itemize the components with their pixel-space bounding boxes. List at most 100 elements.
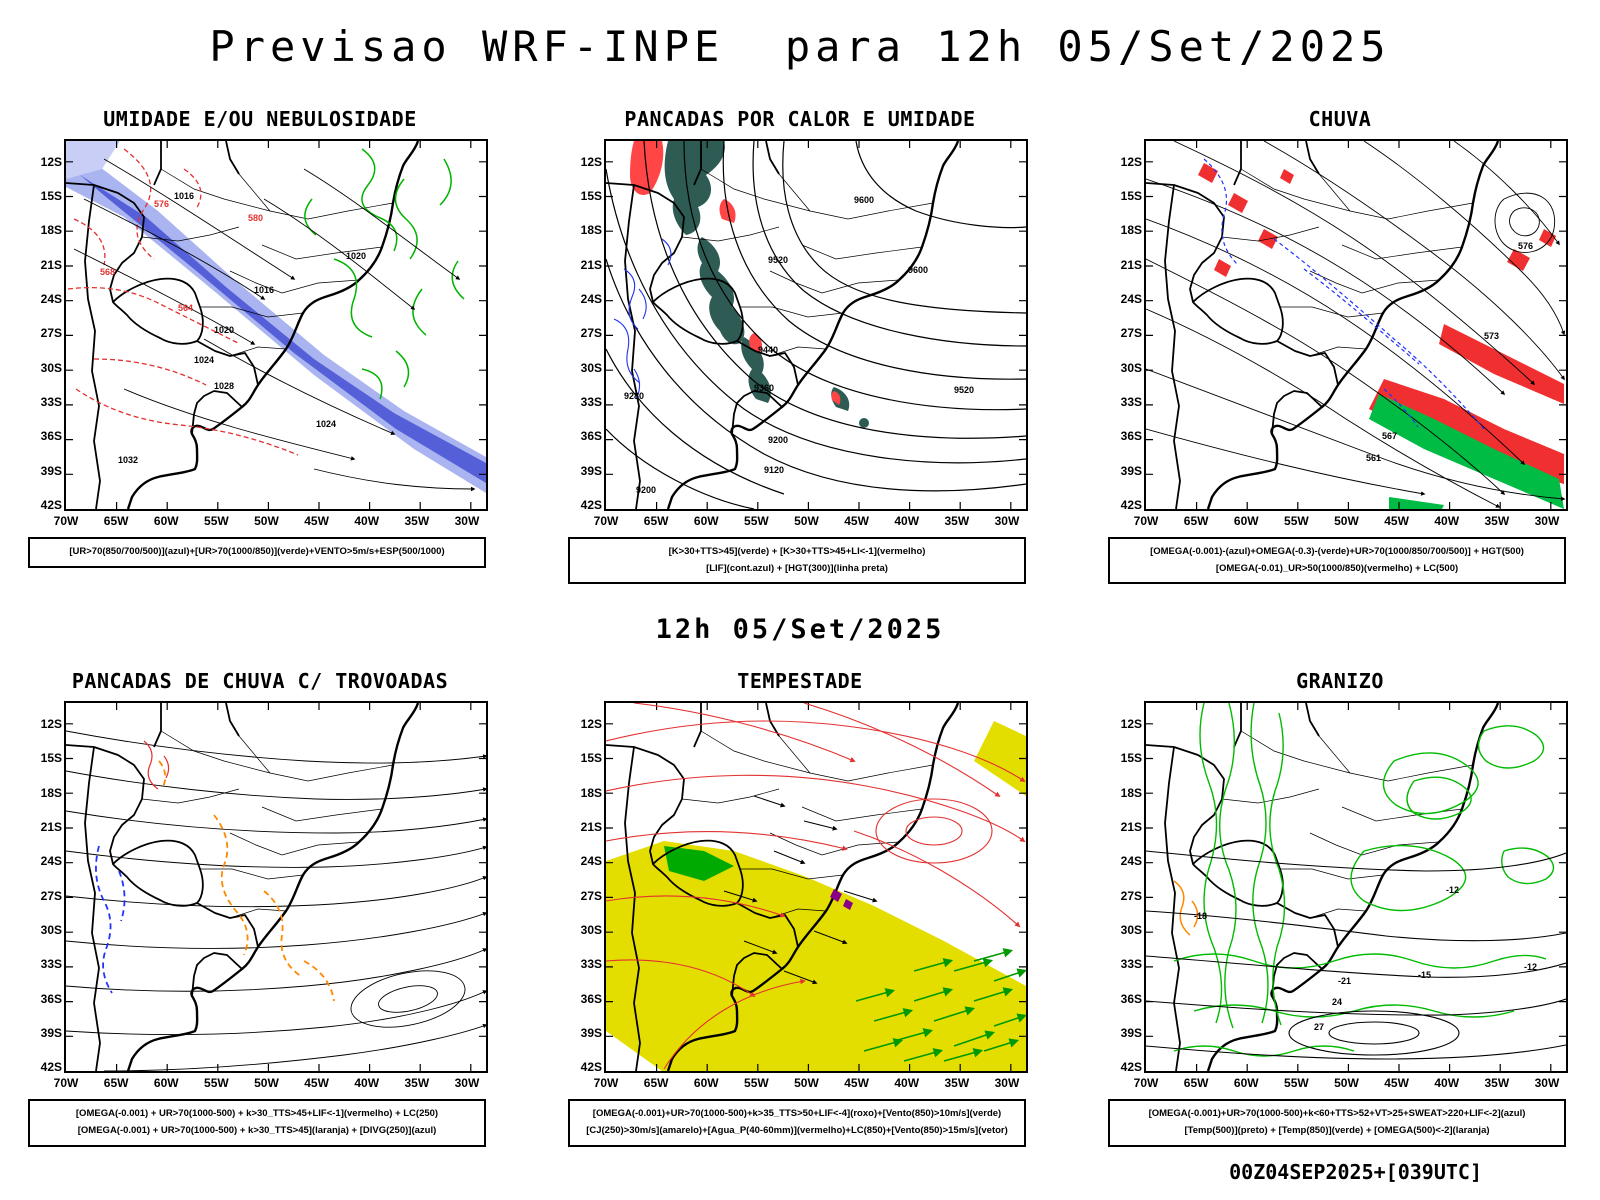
anticyclone-contours (350, 970, 466, 1028)
lon-tick-label: 40W (894, 514, 920, 528)
lon-tick-label: 70W (593, 514, 619, 528)
svg-text:1024: 1024 (316, 419, 336, 429)
lat-tick-label: 18S (40, 223, 62, 238)
panel-title-pancadas-calor: PANCADAS POR CALOR E UMIDADE (624, 107, 976, 131)
lon-tick-label: 45W (844, 1076, 869, 1091)
lon-tick-label: 70W (593, 1076, 619, 1091)
legend-pancadas-calor: [K>30+TTS>45](verde) + [K>30+TTS>45+LI<-… (568, 537, 1026, 585)
map-canvas-pancadas-calor: 9600 9600 9520 9520 9440 9360 9280 9200 … (606, 141, 1026, 509)
map-canvas-tempestade (606, 703, 1026, 1072)
lat-tick-label: 33S (580, 957, 602, 972)
lon-tick-label: 45W (304, 1076, 329, 1091)
lon-tick-label: 60W (693, 514, 719, 528)
lon-tick-label: 65W (103, 514, 129, 528)
map-trovoadas: 12S 15S 18S 21S 24S 27S 30S 33S 36S 39S 42S 70W 65W 6… (41, 701, 488, 1090)
lat-tick-label: 33S (1120, 394, 1142, 409)
legend-line: [OMEGA(-0.01)_UR>50(1000/850)(vermelho) … (1215, 562, 1459, 574)
legend-line: [OMEGA(-0.001) + UR>70(1000-500) + k>30_… (77, 1124, 437, 1136)
contour-labels: -12 -18 -21 -15 -12 24 27 (1194, 885, 1537, 1032)
svg-text:24: 24 (1332, 997, 1342, 1007)
map-canvas-chuva: 576 573 567 561 (1146, 141, 1566, 509)
svg-text:9440: 9440 (758, 345, 778, 355)
svg-text:1032: 1032 (118, 455, 138, 465)
temp500-contours-black (1146, 850, 1566, 1060)
lon-tick-label: 45W (1384, 514, 1409, 528)
svg-text:576: 576 (1518, 241, 1533, 251)
lon-tick-label: 50W (1334, 1076, 1359, 1091)
svg-text:9360: 9360 (754, 383, 774, 393)
legend-umidade: [UR>70(850/700/500)](azul)+[UR>70(1000/8… (28, 537, 486, 568)
lat-tick-label: 39S (40, 463, 62, 478)
lat-tick-label: 39S (1120, 1025, 1142, 1040)
map-granizo: -12 -18 -21 -15 -12 24 27 12S 15S 18S 21S 24… (1121, 701, 1568, 1090)
jet-area-yellow-ne (974, 721, 1026, 797)
svg-text:9520: 9520 (768, 255, 788, 265)
lat-tick-label: 36S (40, 991, 62, 1006)
lat-tick-label: 42S (1120, 498, 1142, 512)
storm-area-purple (830, 889, 853, 911)
lat-tick-label: 30S (1120, 922, 1142, 937)
streamlines-red (606, 703, 1026, 1070)
lat-tick-label: 15S (580, 188, 602, 203)
streamlines-black (66, 730, 486, 1072)
lat-tick-label: 36S (580, 991, 602, 1006)
streamlines-black (1146, 141, 1566, 508)
lon-tick-label: 30W (454, 514, 480, 528)
lat-tick-label: 24S (580, 854, 602, 869)
lon-tick-label: 60W (1233, 1076, 1259, 1091)
lat-tick-label: 12S (40, 716, 62, 731)
lon-tick-label: 40W (894, 1076, 920, 1091)
thickness-contours-red (67, 148, 299, 456)
lat-tick-label: 21S (580, 819, 602, 834)
svg-text:-12: -12 (1524, 962, 1537, 972)
lat-tick-label: 30S (1120, 360, 1142, 375)
lat-tick-label: 12S (1120, 716, 1142, 731)
lat-tick-label: 24S (40, 291, 62, 306)
lon-tick-label: 35W (404, 514, 430, 528)
lat-tick-label: 42S (580, 498, 602, 512)
svg-text:27: 27 (1314, 1022, 1324, 1032)
omega-contours-blue (1203, 158, 1485, 430)
lon-tick-label: 35W (1484, 514, 1510, 528)
rain-areas-green (1369, 394, 1564, 509)
lon-tick-label: 30W (994, 1076, 1020, 1091)
svg-text:1016: 1016 (254, 285, 274, 295)
map-canvas-umidade: 1016 1020 1016 1020 1024 1028 1024 1032 … (66, 141, 486, 509)
lat-tick-label: 15S (580, 751, 602, 766)
panel-pancadas-calor: PANCADAS POR CALOR E UMIDADE (564, 107, 1036, 585)
lon-tick-label: 50W (794, 1076, 819, 1091)
lon-tick-label: 35W (404, 1076, 430, 1091)
contour-labels: 1016 1020 1016 1020 1024 1028 1024 1032 … (100, 191, 366, 465)
lat-tick-label: 27S (580, 888, 602, 903)
lon-tick-label: 65W (643, 514, 669, 528)
lon-tick-label: 45W (304, 514, 329, 528)
maps-row-bottom: PANCADAS DE CHUVA C/ TROVOADAS (0, 669, 1600, 1147)
svg-text:9200: 9200 (636, 485, 656, 495)
lat-tick-label: 18S (580, 785, 602, 800)
svg-text:1028: 1028 (214, 381, 234, 391)
lon-tick-label: 60W (1233, 514, 1259, 528)
svg-text:-12: -12 (1446, 885, 1459, 895)
legend-tempestade: [OMEGA(-0.001)+UR>70(1000-500)+k>35_TTS>… (568, 1099, 1026, 1147)
lat-tick-label: 21S (1120, 819, 1142, 834)
panel-umidade: UMIDADE E/OU NEBULOSIDADE (24, 107, 496, 584)
contour-labels: 576 573 567 561 (1366, 241, 1533, 463)
svg-text:561: 561 (1366, 453, 1381, 463)
lif-contours-blue (613, 238, 672, 400)
lon-tick-label: 65W (103, 1076, 129, 1091)
lon-tick-label: 50W (254, 1076, 279, 1091)
lat-tick-label: 12S (580, 154, 602, 169)
panel-granizo: GRANIZO (1104, 669, 1576, 1147)
wind-streamlines (73, 158, 476, 492)
svg-text:1024: 1024 (194, 355, 214, 365)
lat-tick-label: 36S (580, 429, 602, 444)
panel-title-granizo: GRANIZO (1296, 669, 1384, 694)
lon-tick-label: 40W (1434, 1076, 1460, 1091)
lat-tick-label: 24S (1120, 291, 1142, 306)
lon-tick-label: 30W (1534, 1076, 1560, 1091)
map-tempestade: 12S 15S 18S 21S 24S 27S 30S 33S 36S 39S 42S 70W 65W 6… (581, 701, 1028, 1090)
legend-line: [LIF](cont.azul) + [HGT(300)](linha pret… (706, 562, 888, 574)
lon-tick-label: 65W (1183, 514, 1209, 528)
lon-tick-label: 55W (204, 514, 229, 528)
lon-tick-label: 40W (1434, 514, 1460, 528)
